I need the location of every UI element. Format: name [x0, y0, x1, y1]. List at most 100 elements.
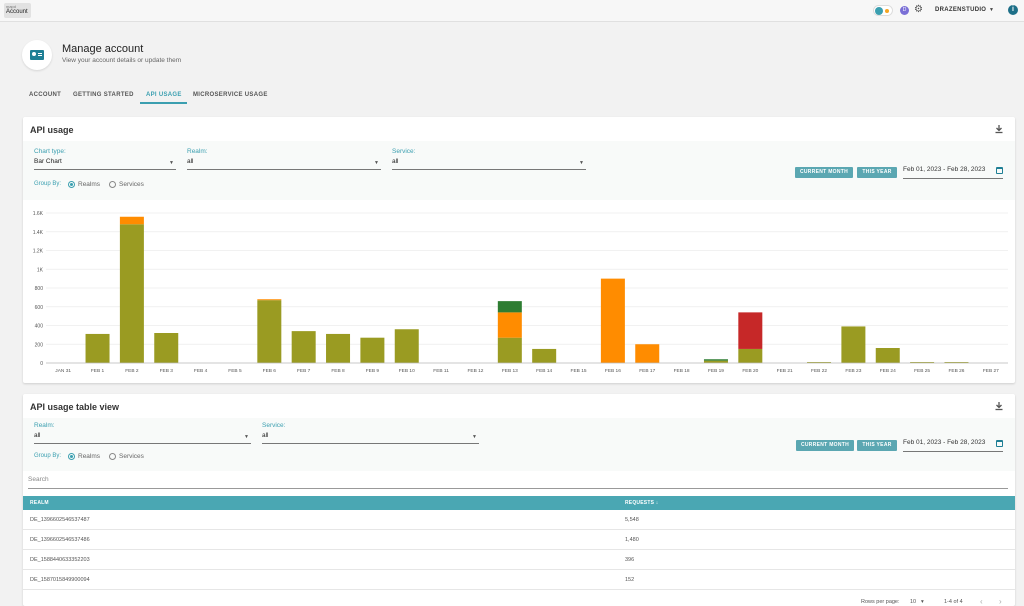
- chart-filters: Chart type: Bar Chart ▼ Realm: all ▼ Ser…: [23, 141, 1015, 200]
- bar-segment: [703, 359, 728, 361]
- table-filters: Realm: all ▼ Service: all ▼ Group By: Re…: [23, 418, 1015, 471]
- chevron-down-icon: ▼: [244, 434, 249, 440]
- bar-segment: [703, 360, 728, 363]
- bar-segment: [497, 312, 522, 338]
- cell-requests: 1,480: [625, 537, 639, 543]
- app-switcher[interactable]: mapd Account: [4, 3, 31, 18]
- cell-realm: DE_1587015849900094: [30, 577, 90, 583]
- table-row[interactable]: DE_1587015849900094 152: [23, 570, 1015, 590]
- bar-segment: [497, 301, 522, 313]
- current-month-button[interactable]: CURRENT MONTH: [795, 167, 853, 178]
- user-menu[interactable]: DRAZENSTUDIO: [935, 7, 987, 13]
- table-row[interactable]: DE_1588440633352203 396: [23, 550, 1015, 570]
- chart-type-label: Chart type:: [34, 148, 66, 155]
- tab-microservice-usage[interactable]: MICROSERVICE USAGE: [193, 92, 268, 98]
- x-tick-label: FEB 18: [674, 368, 690, 374]
- date-range-field[interactable]: Feb 01, 2023 - Feb 28, 2023: [903, 166, 1003, 179]
- gear-icon[interactable]: ⚙: [914, 4, 923, 15]
- service-value: all: [392, 158, 399, 165]
- x-tick-label: FEB 17: [639, 368, 655, 374]
- this-year-button[interactable]: THIS YEAR: [857, 167, 897, 178]
- date-range-field[interactable]: Feb 01, 2023 - Feb 28, 2023: [903, 439, 1003, 452]
- bar-segment: [326, 333, 351, 363]
- realm-value: all: [187, 158, 194, 165]
- page-range: 1-4 of 4: [944, 599, 963, 605]
- active-tab-indicator: [140, 102, 187, 104]
- realm-label: Realm:: [34, 422, 55, 429]
- service-select[interactable]: all ▼: [262, 432, 479, 444]
- column-header-realm[interactable]: REALM: [30, 500, 49, 506]
- download-icon[interactable]: [994, 401, 1004, 411]
- chevron-down-icon[interactable]: ▾: [921, 599, 924, 605]
- card-title: API usage table view: [30, 402, 120, 412]
- service-label: Service:: [262, 422, 286, 429]
- bar-segment: [360, 337, 385, 363]
- x-tick-label: FEB 11: [433, 368, 449, 374]
- x-tick-label: FEB 7: [297, 368, 311, 374]
- info-icon[interactable]: i: [1008, 5, 1018, 15]
- app-label: Account: [6, 9, 28, 15]
- table-row[interactable]: DE_1396602546537486 1,480: [23, 530, 1015, 550]
- bar-segment: [807, 362, 832, 363]
- radio-realms[interactable]: [68, 453, 75, 460]
- table-header: REALM REQUESTS ↓: [23, 496, 1015, 510]
- rows-per-page-select[interactable]: 10: [910, 599, 917, 605]
- bar-segment: [85, 333, 110, 363]
- chevron-down-icon: ▼: [472, 434, 477, 440]
- x-tick-label: FEB 23: [845, 368, 861, 374]
- calendar-icon[interactable]: [996, 440, 1003, 447]
- bar-segment: [841, 326, 866, 363]
- radio-services[interactable]: [109, 181, 116, 188]
- x-tick-label: FEB 14: [536, 368, 552, 374]
- y-tick-label: 1.6K: [33, 211, 44, 217]
- x-tick-label: FEB 26: [948, 368, 964, 374]
- bar-segment: [635, 344, 660, 363]
- search-input[interactable]: Search: [28, 476, 1008, 489]
- realm-select[interactable]: all ▼: [34, 432, 251, 444]
- radio-services-label: Services: [119, 181, 144, 188]
- page-subtitle: View your account details or update them: [62, 57, 182, 64]
- y-tick-label: 1.4K: [33, 230, 44, 236]
- radio-services[interactable]: [109, 453, 116, 460]
- this-year-button[interactable]: THIS YEAR: [857, 440, 897, 451]
- y-tick-label: 400: [35, 324, 44, 330]
- x-tick-label: FEB 25: [914, 368, 930, 374]
- radio-realms[interactable]: [68, 181, 75, 188]
- download-icon[interactable]: [994, 124, 1004, 134]
- avatar[interactable]: D: [900, 6, 909, 15]
- toggle-knob: [875, 7, 883, 15]
- date-range-value: Feb 01, 2023 - Feb 28, 2023: [903, 439, 986, 446]
- chart-type-value: Bar Chart: [34, 158, 62, 165]
- tab-getting-started[interactable]: GETTING STARTED: [73, 92, 134, 98]
- tab-account[interactable]: ACCOUNT: [29, 92, 62, 98]
- current-month-button[interactable]: CURRENT MONTH: [796, 440, 854, 451]
- x-tick-label: FEB 9: [366, 368, 380, 374]
- bar-segment: [944, 362, 969, 363]
- bar-segment: [738, 312, 763, 349]
- realm-value: all: [34, 432, 41, 439]
- group-by-label: Group By:: [34, 181, 62, 187]
- x-tick-label: JAN 31: [55, 368, 71, 374]
- service-select[interactable]: all ▼: [392, 158, 586, 170]
- x-tick-label: FEB 16: [605, 368, 621, 374]
- column-header-requests[interactable]: REQUESTS ↓: [625, 500, 659, 506]
- x-tick-label: FEB 21: [777, 368, 793, 374]
- chevron-down-icon[interactable]: ▼: [989, 7, 994, 13]
- bar-segment: [154, 333, 179, 363]
- account-card-icon-wrap: [22, 40, 52, 70]
- realm-select[interactable]: all ▼: [187, 158, 381, 170]
- calendar-icon[interactable]: [996, 167, 1003, 174]
- prev-page-icon[interactable]: ‹: [980, 597, 983, 606]
- cell-realm: DE_1396602546537486: [30, 537, 90, 543]
- cell-requests: 396: [625, 557, 635, 563]
- x-tick-label: FEB 20: [742, 368, 758, 374]
- table-row[interactable]: DE_1396602546537487 5,548: [23, 510, 1015, 530]
- chart-type-select[interactable]: Bar Chart ▼: [34, 158, 176, 170]
- theme-toggle[interactable]: [873, 5, 893, 16]
- y-tick-label: 200: [35, 342, 44, 348]
- cell-requests: 5,548: [625, 517, 639, 523]
- cell-realm: DE_1588440633352203: [30, 557, 90, 563]
- next-page-icon[interactable]: ›: [999, 597, 1002, 606]
- radio-realms-label: Realms: [78, 453, 101, 460]
- tab-api-usage[interactable]: API USAGE: [146, 92, 182, 98]
